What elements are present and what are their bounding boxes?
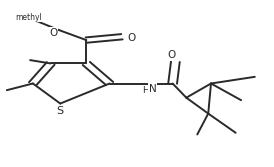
Text: O: O (167, 50, 175, 60)
Text: O: O (127, 33, 136, 43)
Text: methyl: methyl (15, 13, 42, 22)
Text: O: O (49, 28, 58, 38)
Text: S: S (57, 106, 64, 116)
Text: N: N (149, 84, 156, 94)
Text: H: H (142, 86, 149, 95)
